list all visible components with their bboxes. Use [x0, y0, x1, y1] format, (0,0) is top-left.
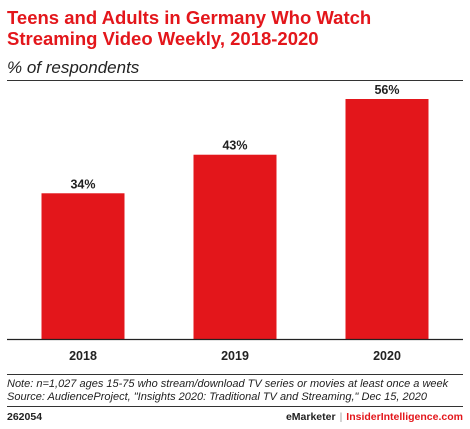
bar-2020 [345, 99, 429, 339]
bar-chart: 34% 2018 43% 2019 56% 2020 [7, 83, 463, 363]
chart-title: Teens and Adults in Germany Who Watch St… [7, 7, 463, 49]
brand-credit: eMarketer | InsiderIntelligence.com [286, 411, 463, 423]
footer-divider [7, 374, 463, 375]
chart-subtitle: % of respondents [7, 58, 140, 77]
header-divider [7, 80, 463, 81]
bar-2018 [41, 193, 125, 339]
footnote: Note: n=1,027 ages 15-75 who stream/down… [7, 378, 448, 404]
brand-separator: | [339, 411, 343, 423]
chart-title-line-1: Teens and Adults in Germany Who Watch [7, 7, 372, 28]
x-tick-label-2020: 2020 [373, 349, 401, 363]
brand-insider-intelligence: InsiderIntelligence.com [346, 411, 463, 423]
data-label-2020: 56% [374, 83, 399, 97]
data-label-2019: 43% [222, 139, 247, 153]
brand-emarketer: eMarketer [285, 411, 336, 423]
x-tick-label-2018: 2018 [69, 349, 97, 363]
data-label-2018: 34% [70, 177, 95, 191]
chart-title-line-2: Streaming Video Weekly, 2018-2020 [7, 28, 319, 49]
chart-id: 262054 [7, 411, 43, 423]
bar-2019 [193, 154, 277, 339]
x-tick-label-2019: 2019 [221, 349, 249, 363]
footnote-note: Note: n=1,027 ages 15-75 who stream/down… [7, 378, 449, 390]
footnote-source: Source: AudienceProject, "Insights 2020:… [7, 391, 427, 403]
bottom-divider [7, 406, 463, 407]
